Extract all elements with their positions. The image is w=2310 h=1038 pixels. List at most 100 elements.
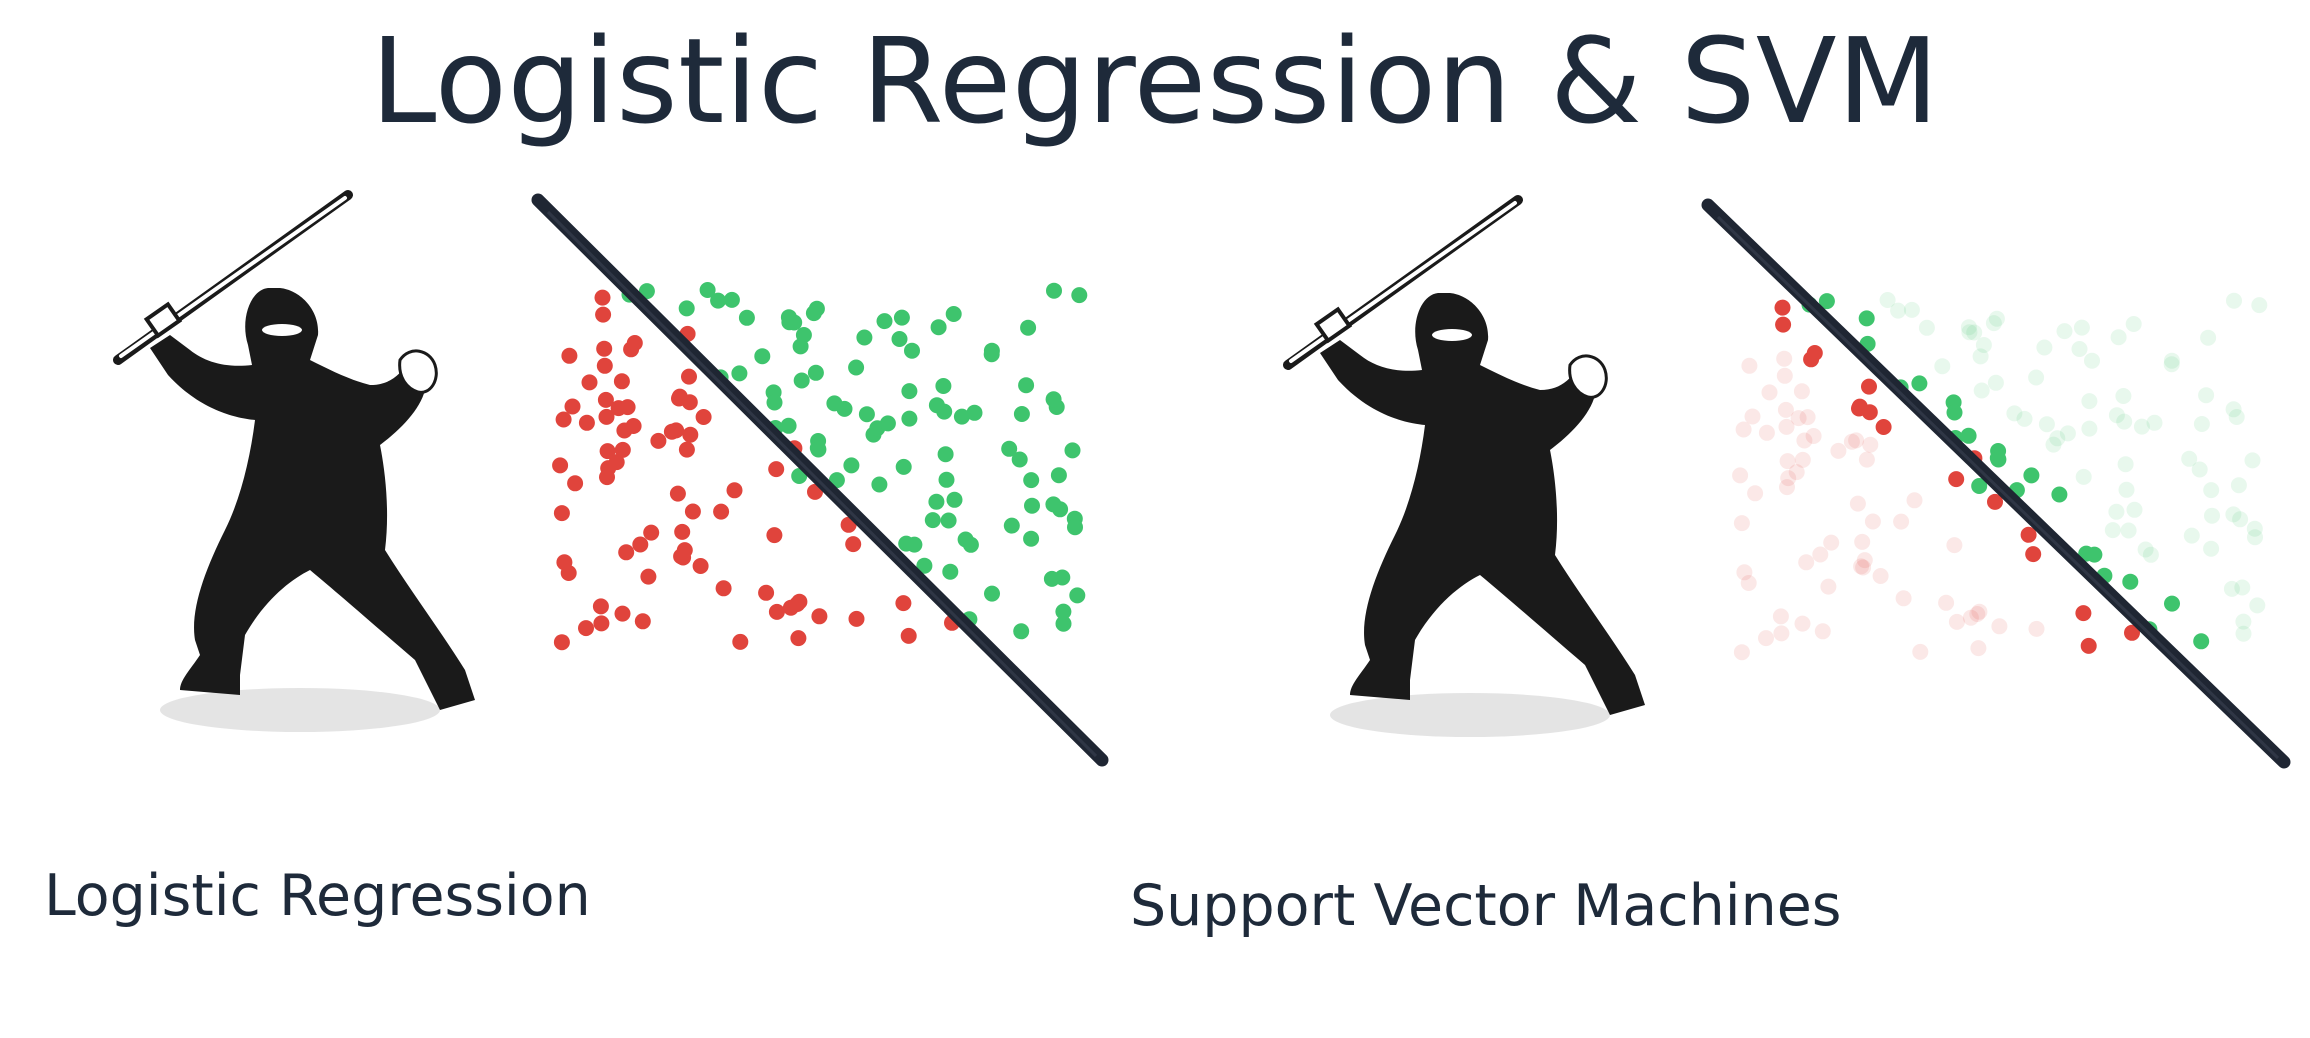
svm-caption: Support Vector Machines: [1130, 873, 1842, 939]
green-point: [1988, 310, 2005, 327]
red-point: [1744, 408, 1761, 425]
green-point: [957, 531, 974, 548]
red-point: [2124, 624, 2140, 641]
green-point: [1045, 391, 1062, 408]
red-point: [634, 613, 651, 630]
green-point: [2230, 477, 2247, 494]
green-point: [2244, 452, 2261, 469]
red-point: [845, 536, 862, 553]
red-point: [732, 633, 749, 650]
green-point: [1975, 337, 1992, 353]
green-point: [810, 441, 827, 458]
green-point: [826, 395, 843, 412]
green-point: [843, 457, 860, 474]
logistic-regression-panel: [0, 170, 1150, 820]
green-point: [754, 348, 771, 365]
green-point: [2164, 595, 2180, 612]
green-point: [766, 394, 783, 411]
red-point: [1969, 606, 1986, 622]
red-point: [1861, 378, 1877, 395]
green-point: [2006, 405, 2023, 422]
red-point: [1747, 485, 1764, 502]
green-point: [1046, 282, 1062, 299]
red-point: [1805, 428, 1822, 444]
ninja-figure-icon: [1283, 195, 1645, 737]
red-point: [1776, 367, 1793, 384]
red-point: [1854, 533, 1871, 550]
green-point: [2198, 387, 2215, 404]
boundary-slash-icon: [531, 193, 1109, 767]
green-point: [1024, 497, 1040, 514]
green-point: [930, 319, 947, 336]
green-point: [2071, 341, 2088, 357]
green-point: [1960, 319, 1977, 336]
green-point: [2016, 410, 2033, 427]
red-point: [766, 527, 783, 544]
green-point: [983, 346, 1000, 363]
green-point: [723, 291, 740, 308]
red-point: [2020, 526, 2037, 543]
green-point: [2251, 297, 2268, 314]
green-point: [2036, 339, 2053, 356]
green-point: [1045, 496, 1062, 513]
green-point: [945, 306, 962, 322]
green-point: [1960, 427, 1977, 444]
green-point: [2203, 540, 2220, 557]
red-point: [713, 503, 730, 520]
green-point: [1011, 451, 1028, 468]
red-point: [726, 482, 743, 499]
green-point: [2108, 407, 2125, 424]
red-point: [1779, 453, 1796, 470]
red-point: [595, 306, 612, 323]
green-point: [2203, 482, 2220, 499]
green-point: [1966, 324, 1983, 341]
green-point: [2023, 467, 2040, 484]
red-point: [758, 584, 775, 601]
red-point: [1773, 625, 1790, 642]
red-point: [1830, 442, 1847, 459]
red-point: [632, 536, 649, 553]
red-point: [1780, 470, 1797, 487]
green-point: [2183, 527, 2200, 544]
green-point: [2234, 579, 2251, 596]
green-point: [2118, 481, 2135, 498]
green-point: [938, 471, 955, 488]
red-point: [1912, 643, 1929, 660]
red-point: [1843, 433, 1860, 450]
green-point: [1018, 377, 1035, 394]
red-point: [1741, 357, 1758, 374]
green-point: [2204, 507, 2220, 524]
green-point: [928, 397, 945, 414]
red-point: [564, 398, 581, 415]
red-point: [1788, 464, 1805, 481]
red-point: [1776, 350, 1793, 367]
red-point: [598, 408, 615, 425]
green-point: [2247, 529, 2263, 546]
red-point: [1906, 492, 1923, 509]
green-point: [898, 535, 915, 552]
red-point: [1971, 603, 1988, 620]
red-point: [2028, 620, 2045, 637]
green-point: [953, 408, 970, 425]
red-point: [1761, 384, 1778, 401]
green-point: [2028, 369, 2045, 386]
green-point: [1055, 603, 1072, 620]
green-point: [966, 404, 983, 421]
green-point: [2225, 401, 2242, 418]
red-point: [618, 544, 635, 561]
red-point: [1987, 493, 2003, 510]
green-point: [805, 305, 822, 322]
green-point: [2225, 506, 2242, 523]
green-point: [1903, 301, 1920, 318]
green-point: [1961, 324, 1978, 341]
red-point: [597, 391, 614, 408]
red-point: [1736, 564, 1753, 581]
green-point: [2125, 316, 2142, 332]
red-point: [848, 610, 865, 627]
green-point: [2163, 356, 2180, 373]
red-point: [1814, 623, 1831, 640]
green-point: [2108, 503, 2125, 520]
green-point: [1001, 440, 1018, 457]
green-point: [2045, 436, 2062, 453]
red-point: [1875, 419, 1892, 435]
